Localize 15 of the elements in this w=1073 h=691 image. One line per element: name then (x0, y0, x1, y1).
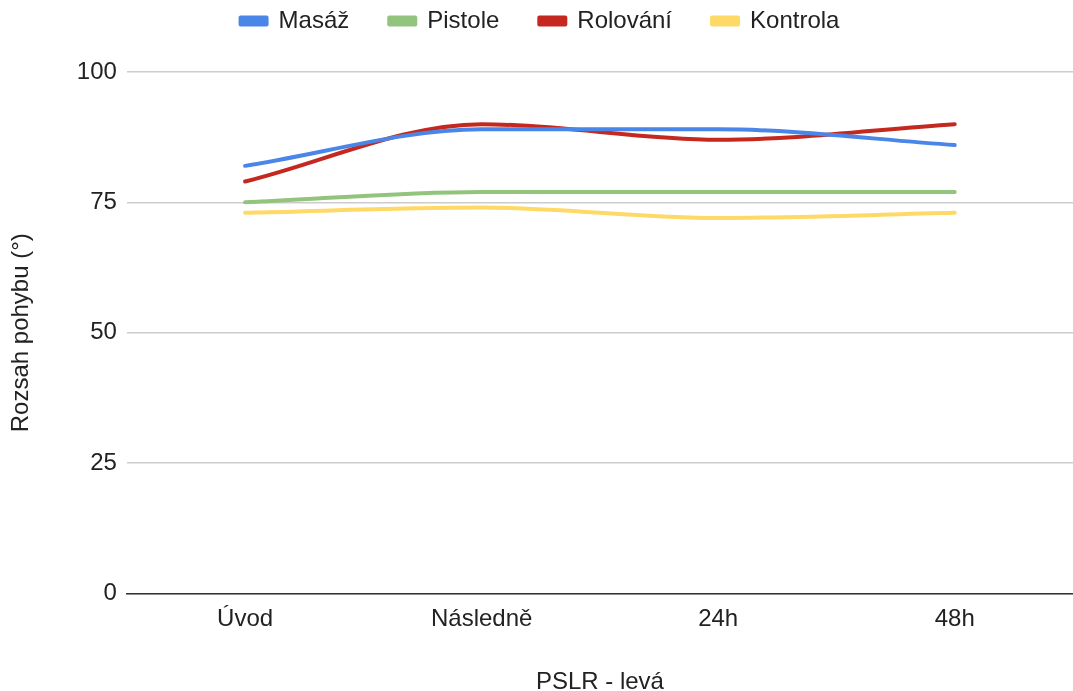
legend-label: Rolování (577, 5, 673, 33)
x-tick-label: Úvod (217, 604, 274, 632)
legend-label: Pistole (427, 5, 500, 33)
y-tick-label: 100 (76, 56, 117, 84)
y-tick-label: 0 (103, 578, 117, 606)
y-tick-label: 25 (90, 447, 117, 475)
legend-label: Kontrola (750, 5, 841, 33)
y-axis-title: Rozsah pohybu (°) (6, 233, 34, 433)
x-tick-label: 48h (934, 604, 975, 632)
x-tick-label: Následně (430, 604, 533, 632)
x-tick-label: 24h (698, 604, 739, 632)
x-axis-title: PSLR - levá (535, 667, 665, 691)
y-tick-label: 75 (90, 186, 117, 214)
y-tick-label: 50 (90, 317, 117, 345)
legend-label: Masáž (278, 5, 350, 33)
